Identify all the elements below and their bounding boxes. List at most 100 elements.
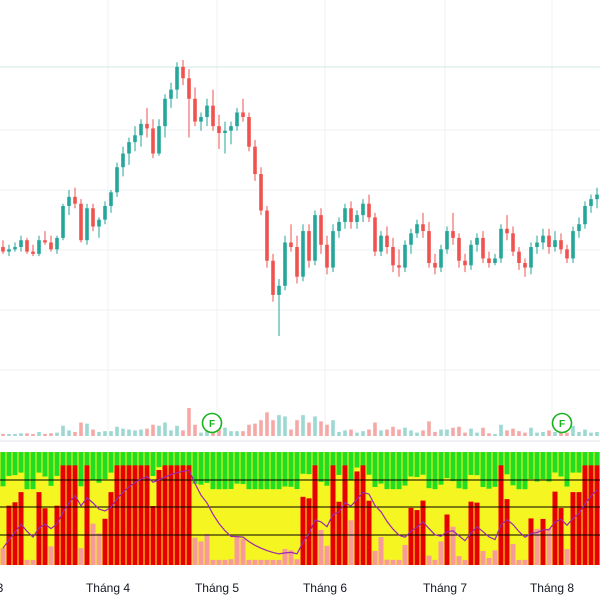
oscillator-red-bar	[84, 465, 90, 565]
oscillator-red-bar	[138, 465, 144, 565]
candle-body	[271, 260, 275, 295]
candle-body	[457, 237, 461, 261]
oscillator-red-bar	[576, 492, 582, 565]
candle	[151, 119, 155, 159]
oscillator-red-bar	[432, 559, 438, 565]
volume-bar	[547, 430, 551, 436]
oscillator-red-bar	[150, 506, 156, 565]
oscillator-red-bar	[246, 559, 252, 565]
oscillator-red-bar	[282, 548, 288, 565]
event-marker-1[interactable]: F	[201, 412, 223, 434]
candle-body	[547, 235, 551, 248]
oscillator-red-bar	[18, 492, 24, 565]
candle	[343, 203, 347, 229]
volume-bar	[439, 429, 443, 436]
candle-body	[25, 240, 29, 252]
candle-body	[127, 142, 131, 154]
volume-bar	[151, 424, 155, 436]
candle	[427, 221, 431, 268]
oscillator-green-bar	[204, 452, 210, 483]
oscillator-green-bar	[174, 452, 180, 467]
oscillator-red-bar	[48, 546, 54, 565]
candle-body	[583, 205, 587, 225]
candle-body	[265, 210, 269, 261]
candle	[7, 244, 11, 257]
oscillator-green-bar	[468, 452, 474, 475]
candle	[175, 62, 179, 99]
candle	[493, 253, 497, 266]
oscillator-green-bar	[576, 452, 582, 473]
volume-bar	[307, 422, 311, 436]
volume-bar	[241, 431, 245, 436]
oscillator-green-bar	[594, 452, 600, 467]
candle-body	[277, 285, 281, 295]
volume-bar	[253, 423, 257, 436]
oscillator-green-bar	[540, 452, 546, 480]
event-marker-2[interactable]: F	[551, 412, 573, 434]
candle	[523, 258, 527, 277]
candle-body	[295, 247, 299, 277]
oscillator-red-bar	[156, 469, 162, 565]
oscillator-green-bar	[354, 452, 360, 468]
oscillator-red-bar	[492, 550, 498, 565]
oscillator-red-bar	[504, 499, 510, 565]
candle-body	[109, 192, 113, 206]
candle-body	[73, 196, 77, 204]
oscillator-red-bar	[204, 534, 210, 565]
candle	[481, 231, 485, 264]
oscillator-green-bar	[366, 452, 372, 475]
candle-body	[307, 231, 311, 261]
oscillator-green-bar	[30, 452, 36, 490]
oscillator-red-bar	[90, 523, 96, 565]
oscillator-green-bar	[84, 452, 90, 467]
candle-body	[511, 233, 515, 252]
oscillator-green-bar	[318, 452, 324, 482]
candle	[535, 235, 539, 254]
candle-body	[205, 105, 209, 118]
volume-bar	[367, 429, 371, 436]
candle	[193, 87, 197, 127]
volume-bar	[493, 434, 497, 436]
volume-bar	[1, 433, 5, 436]
oscillator-green-bar	[570, 452, 576, 473]
oscillator-green-bar	[534, 452, 540, 482]
candle	[391, 237, 395, 273]
volume-bar	[13, 434, 17, 436]
oscillator-green-bar	[156, 452, 162, 468]
candle-body	[385, 235, 389, 248]
oscillator-red-bar	[288, 550, 294, 565]
oscillator-green-bar	[426, 452, 432, 489]
candle-body	[103, 205, 107, 220]
candle	[187, 69, 191, 138]
oscillator-green-bar	[18, 452, 24, 473]
candle-body	[529, 247, 533, 268]
oscillator-green-bar	[456, 452, 462, 489]
oscillator-red-bar	[42, 508, 48, 565]
candle	[307, 224, 311, 268]
candle	[277, 278, 281, 336]
oscillator-green-bar	[150, 452, 156, 477]
volume-bar	[97, 431, 101, 436]
oscillator-green-bar	[180, 452, 186, 467]
candle-body	[379, 235, 383, 252]
candle-body	[505, 228, 509, 234]
oscillator-red-bar	[360, 465, 366, 565]
candle	[145, 107, 149, 138]
oscillator-red-bar	[546, 528, 552, 565]
oscillator-red-bar	[294, 559, 300, 565]
candle-body	[565, 249, 569, 259]
oscillator-green-bar	[90, 452, 96, 481]
volume-bar	[577, 431, 581, 436]
oscillator-red-bar	[336, 501, 342, 565]
candle	[529, 242, 533, 275]
oscillator-green-bar	[402, 452, 408, 486]
candle-body	[301, 231, 305, 277]
candle	[433, 253, 437, 275]
volume-bar	[385, 429, 389, 436]
oscillator-red-bar	[480, 551, 486, 565]
candle-body	[589, 199, 593, 206]
candle-body	[13, 247, 17, 250]
volume-bar	[265, 412, 269, 436]
oscillator-green-bar	[528, 452, 534, 480]
